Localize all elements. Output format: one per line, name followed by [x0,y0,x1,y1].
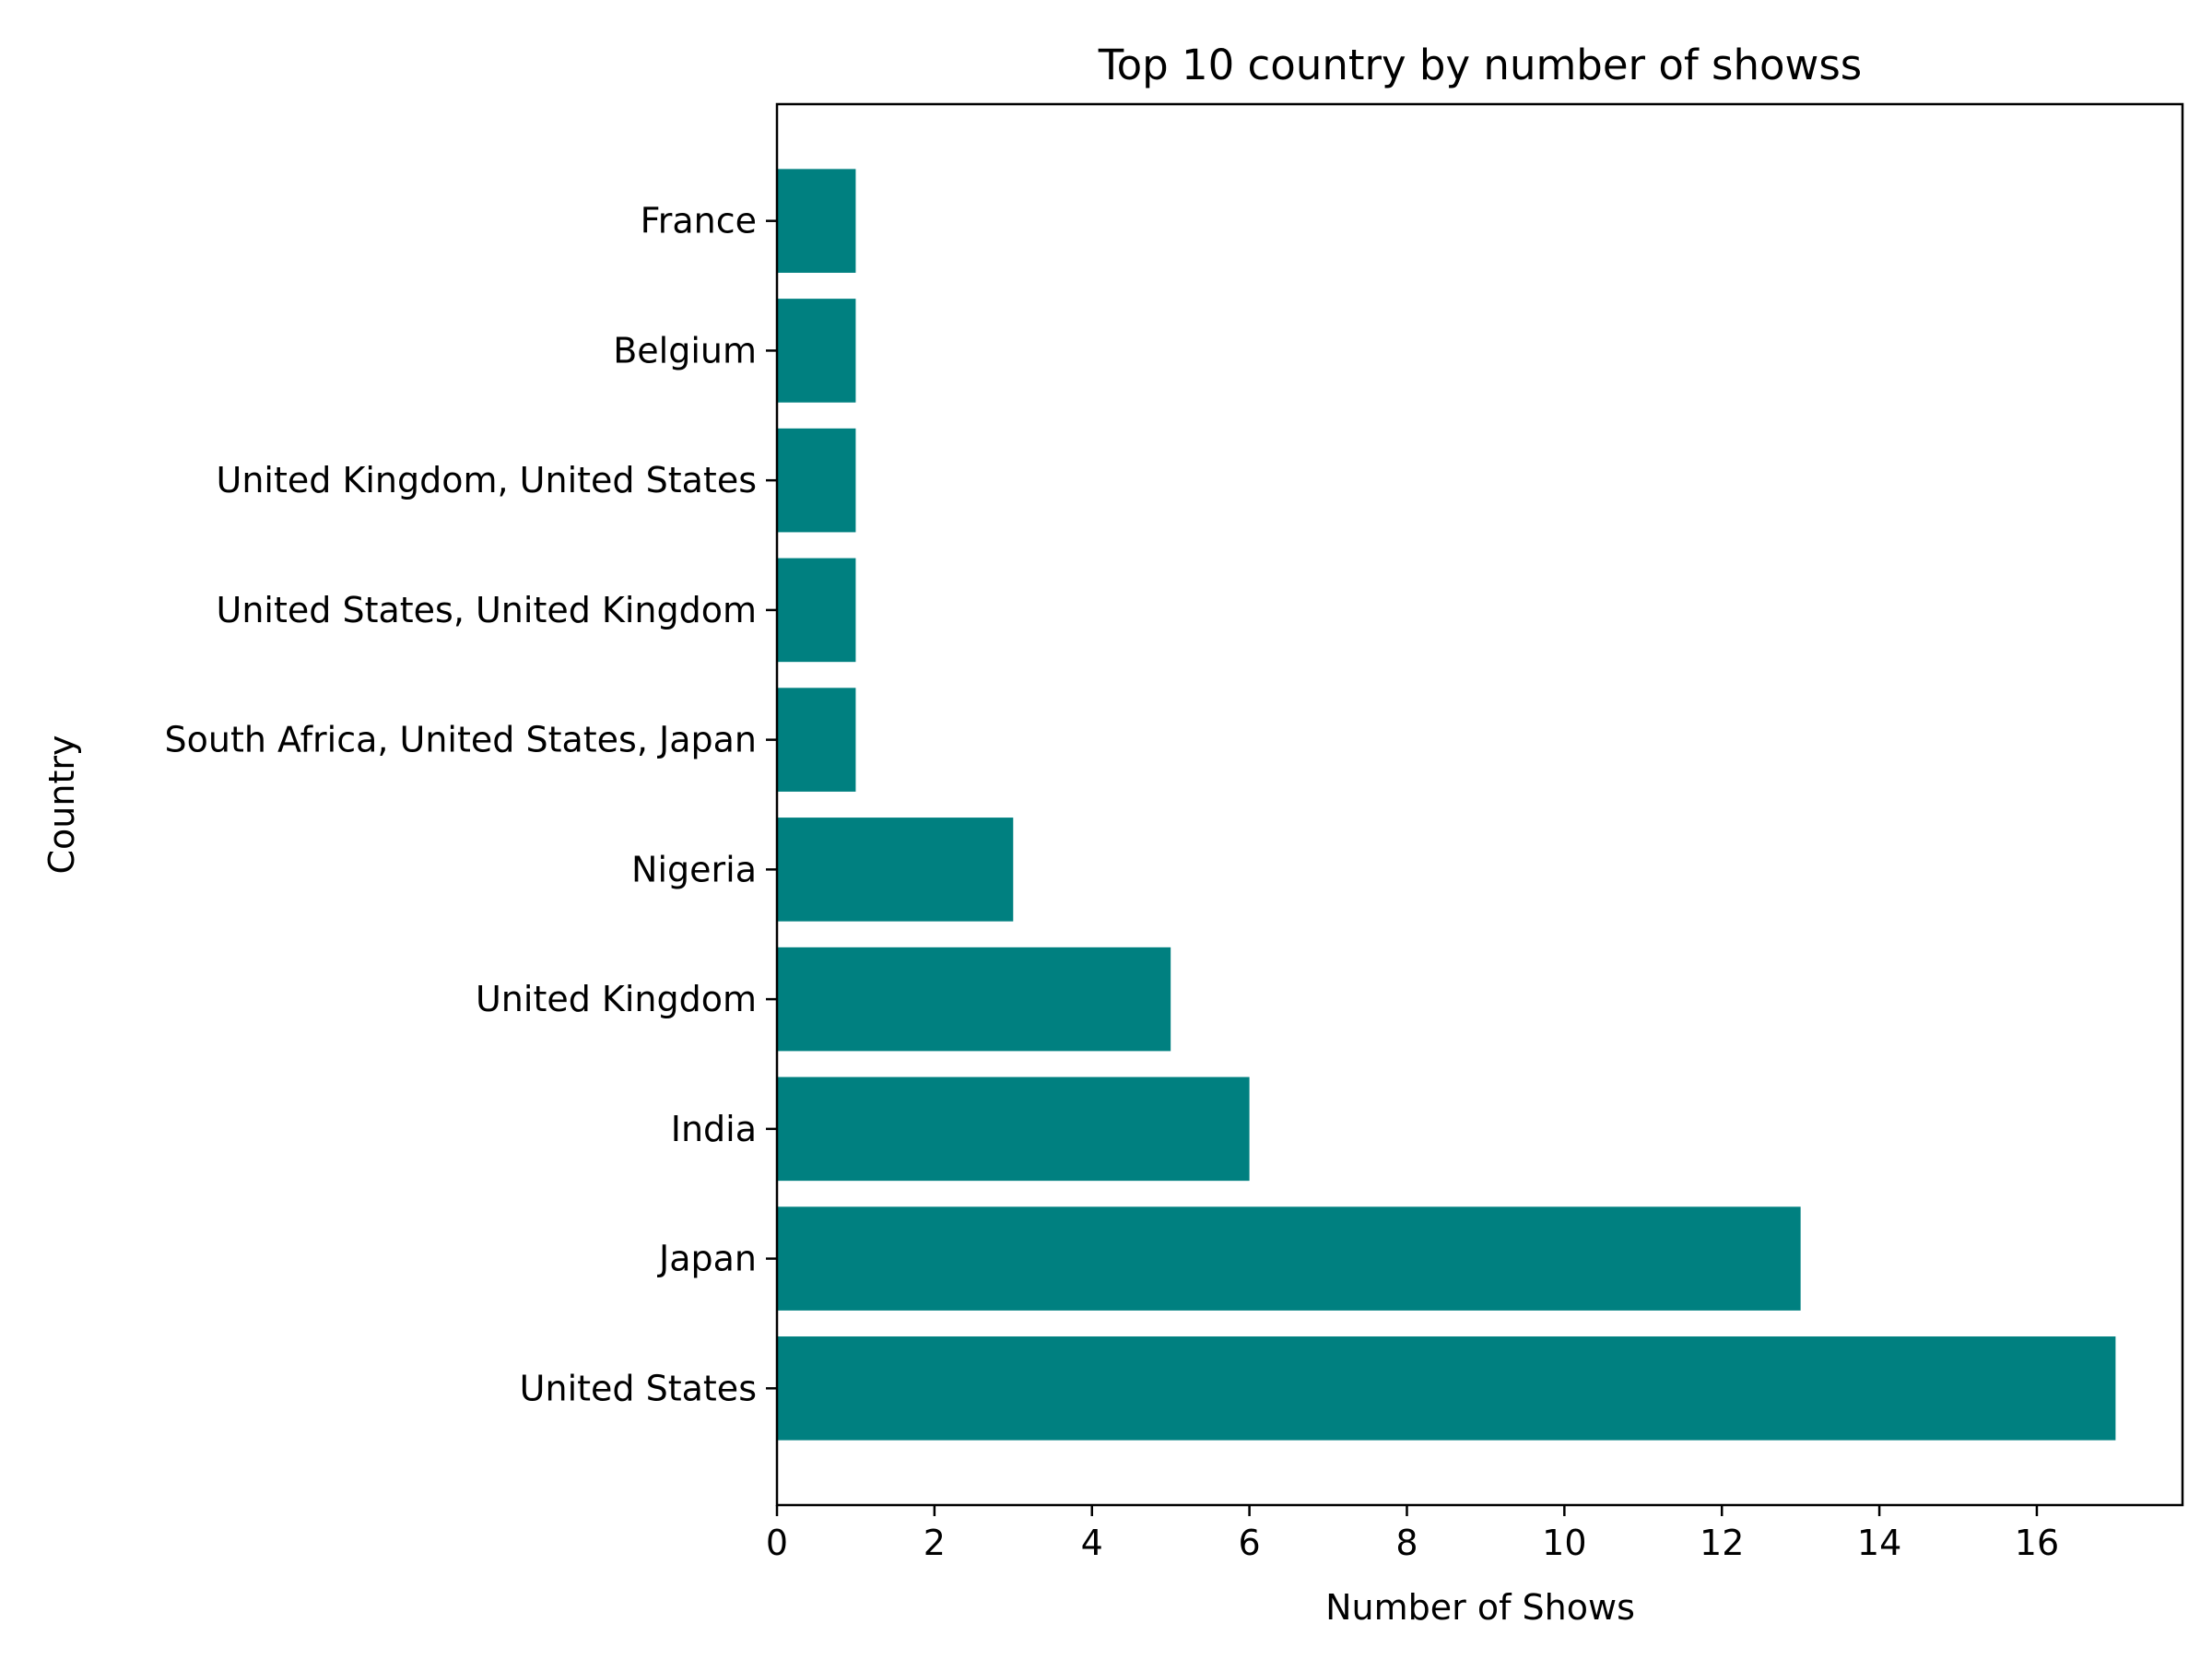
x-tick-label: 14 [1857,1523,1901,1563]
x-tick-label: 12 [1700,1523,1744,1563]
x-tick-label: 6 [1239,1523,1261,1563]
y-tick-label: United States, United Kingdom [217,590,757,630]
x-tick-label: 16 [2015,1523,2059,1563]
bar [777,688,856,792]
bar [777,947,1171,1052]
y-ticks-group: United States Japan India United Kingdom Nig… [164,201,777,1408]
bar [777,558,856,663]
bar [777,1077,1250,1182]
y-tick-label: India [671,1109,757,1149]
y-tick-label: France [641,201,757,241]
x-ticks-group: 0 2 4 6 8 10 12 14 16 [766,1505,2059,1563]
bar [777,1206,1801,1311]
bar [777,818,1014,922]
x-tick-label: 10 [1542,1523,1586,1563]
bar [777,428,856,533]
x-tick-label: 4 [1081,1523,1103,1563]
y-tick-label: United Kingdom [476,979,757,1019]
plot-frame [775,102,2184,1507]
bar [777,299,856,403]
y-axis-label: Country [41,735,82,875]
x-axis-label: Number of Shows [1325,1587,1635,1628]
chart-title: Top 10 country by number of showss [1098,41,1863,89]
y-tick-label: Belgium [613,330,757,371]
x-tick-label: 0 [766,1523,788,1563]
bar [777,1336,2116,1441]
x-tick-label: 8 [1395,1523,1418,1563]
bar [777,169,856,273]
y-tick-label: United States [520,1368,757,1408]
y-tick-label: Japan [657,1239,757,1279]
y-tick-label: Nigeria [631,849,757,889]
bars-group [777,169,2116,1441]
x-tick-label: 2 [924,1523,946,1563]
y-tick-label: South Africa, United States, Japan [164,720,757,760]
y-tick-label: United Kingdom, United States [217,460,757,500]
